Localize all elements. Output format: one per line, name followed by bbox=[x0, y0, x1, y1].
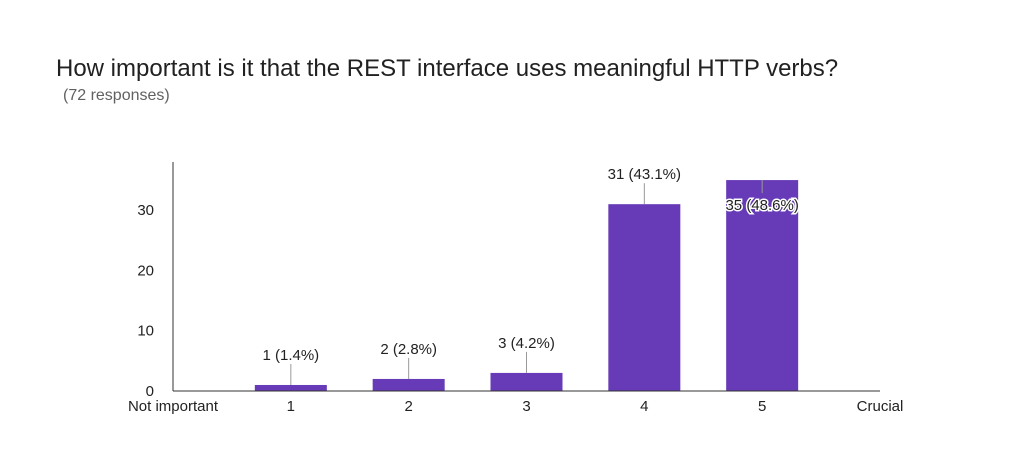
y-tick-label-10: 10 bbox=[137, 323, 154, 340]
chart-subtitle: (72 responses) bbox=[63, 87, 170, 104]
y-tick-label-30: 30 bbox=[137, 202, 154, 219]
bars bbox=[254, 180, 799, 391]
bar-2 bbox=[372, 378, 445, 391]
data-label-2: 2 (2.8%) bbox=[380, 341, 437, 358]
x-tick-label-left-end: Not important bbox=[128, 398, 219, 415]
data-labels: 1 (1.4%) 2 (2.8%) 3 (4.2%) 31 (43.1%) 35 (48… bbox=[262, 166, 800, 364]
y-tick-label-20: 20 bbox=[137, 262, 154, 279]
bar-4 bbox=[608, 204, 681, 391]
x-axis-ticks: Not important 1 2 3 4 5 Crucial bbox=[128, 398, 903, 415]
x-tick-label-5: 5 bbox=[758, 398, 766, 415]
bar-3 bbox=[490, 372, 563, 391]
y-axis-ticks: 0 10 20 30 bbox=[137, 202, 154, 400]
y-tick-label-0: 0 bbox=[146, 383, 154, 400]
x-tick-label-4: 4 bbox=[640, 398, 648, 415]
bar-1 bbox=[254, 384, 327, 391]
bar-5 bbox=[726, 180, 799, 391]
data-label-1: 1 (1.4%) bbox=[262, 347, 319, 364]
x-tick-label-1: 1 bbox=[287, 398, 295, 415]
x-tick-label-3: 3 bbox=[522, 398, 530, 415]
data-label-3: 3 (4.2%) bbox=[498, 335, 555, 352]
x-tick-label-2: 2 bbox=[404, 398, 412, 415]
data-label-4: 31 (43.1%) bbox=[608, 166, 681, 183]
x-tick-label-right-end: Crucial bbox=[857, 398, 904, 415]
data-label-5: 35 (48.6%) bbox=[725, 197, 798, 214]
leader-lines bbox=[290, 180, 763, 385]
chart-title: How important is it that the REST interf… bbox=[56, 55, 839, 82]
